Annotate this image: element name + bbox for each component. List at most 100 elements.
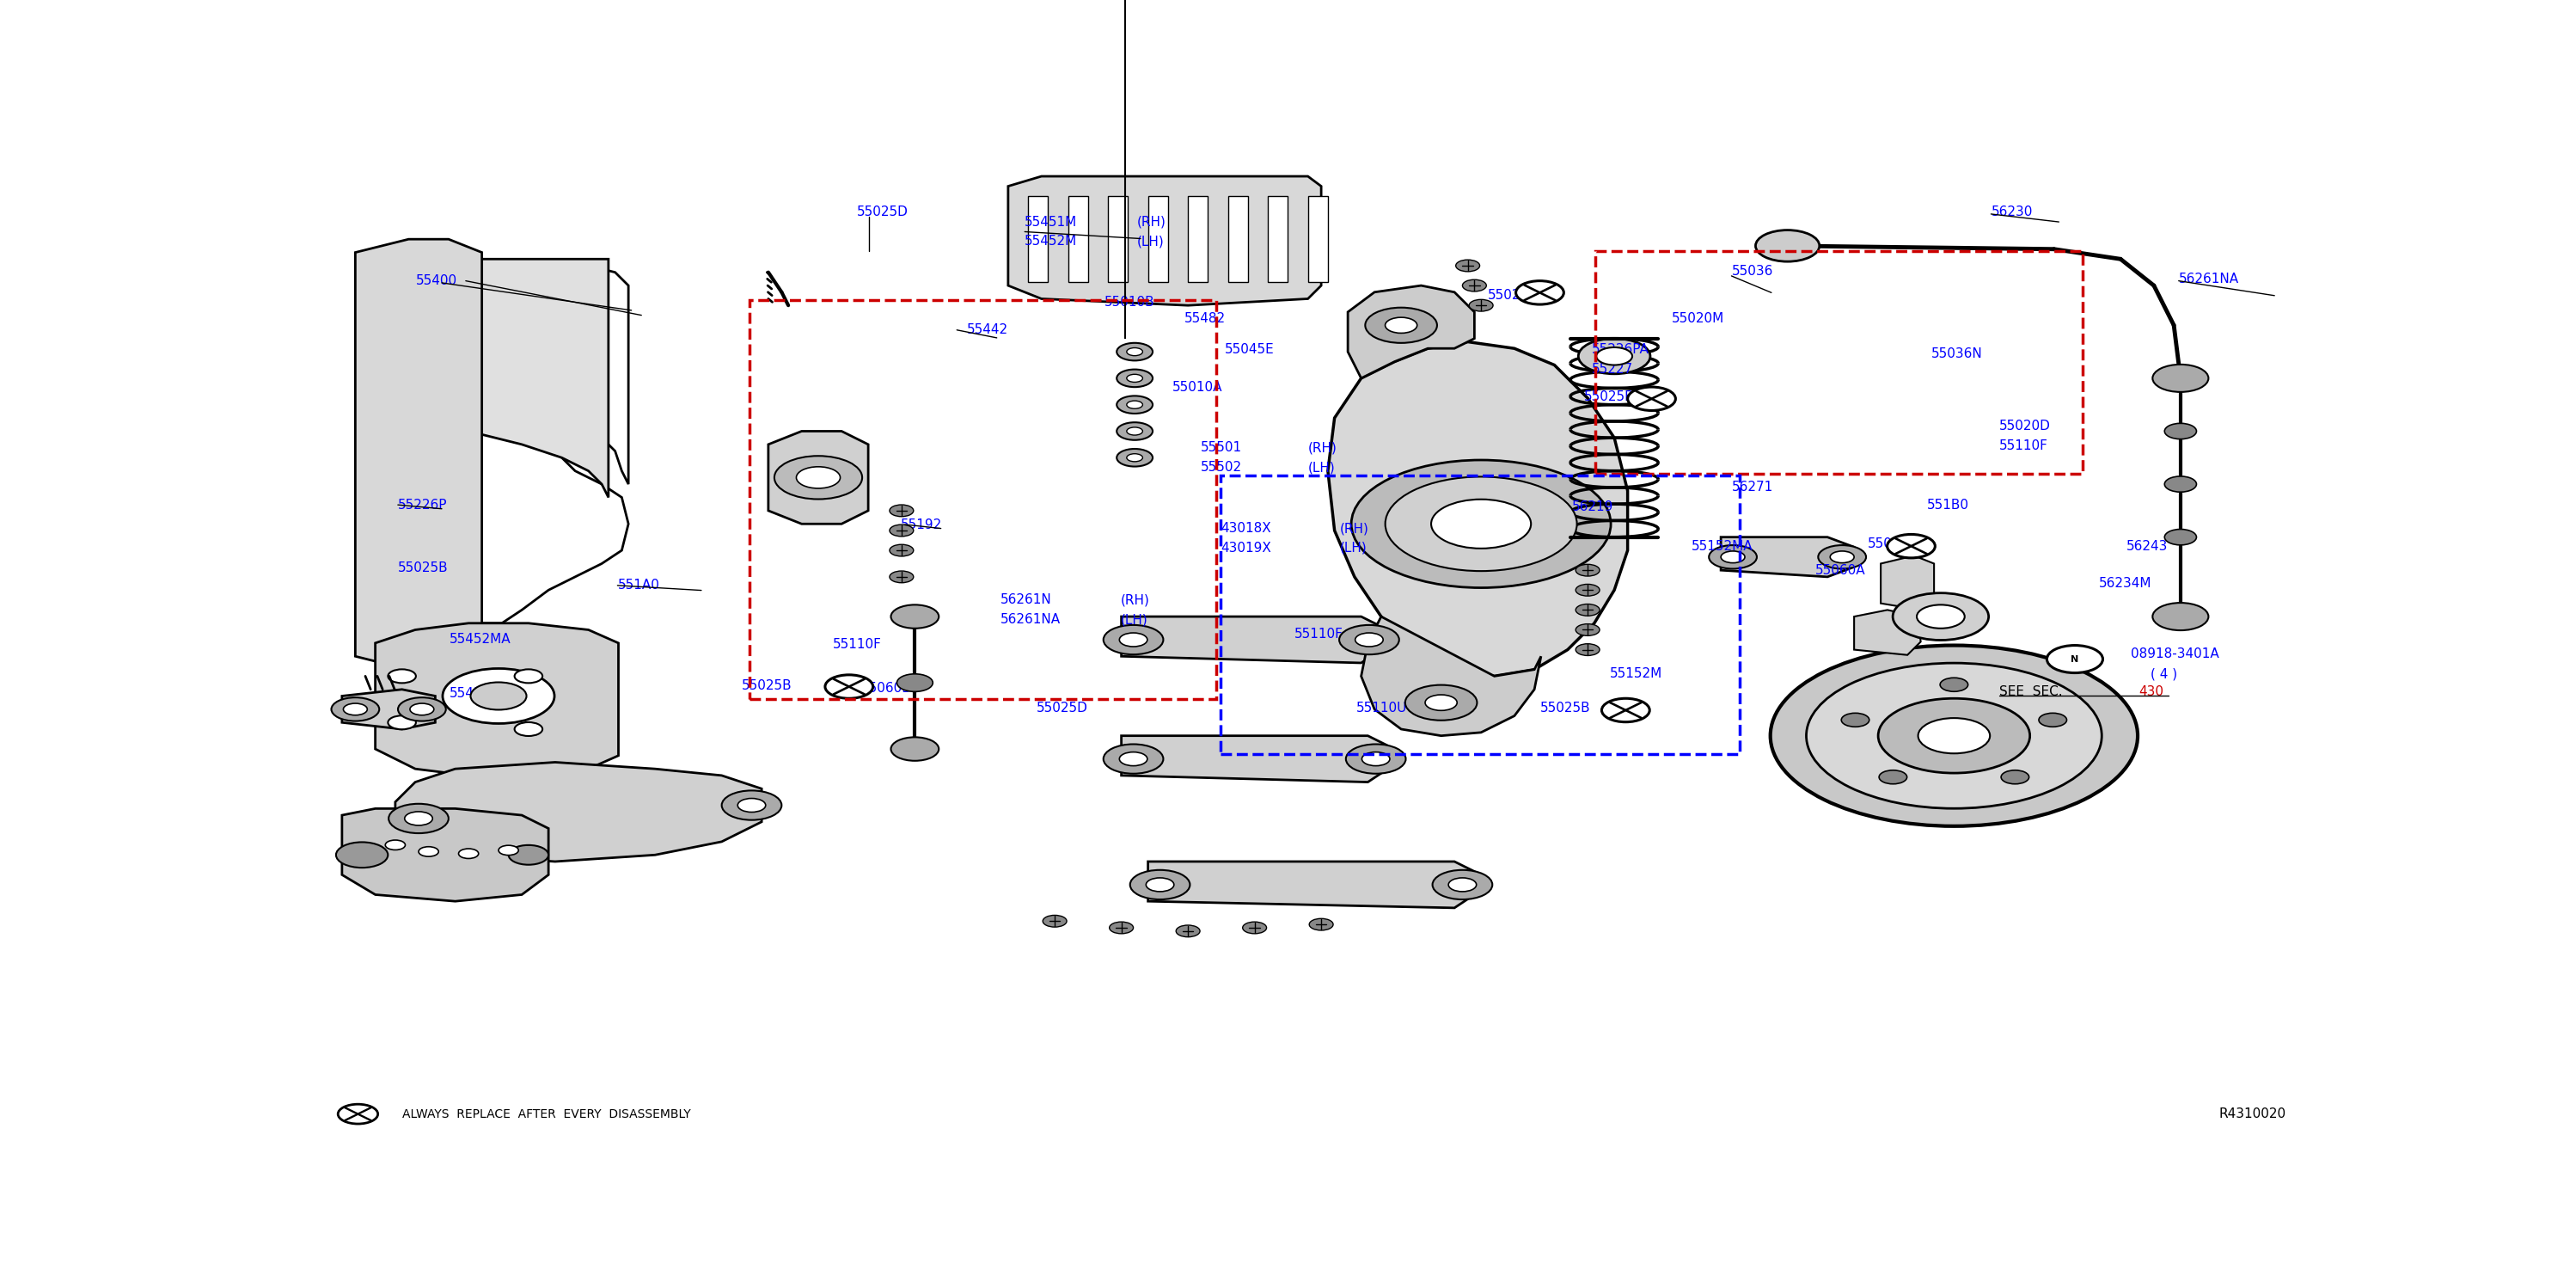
Text: 56230: 56230 <box>1991 205 2032 218</box>
Polygon shape <box>355 253 629 656</box>
Circle shape <box>2164 424 2197 439</box>
Text: 56261N: 56261N <box>1002 593 1051 606</box>
Circle shape <box>1770 646 2138 826</box>
Circle shape <box>1893 593 1989 641</box>
Text: 55025D: 55025D <box>1036 702 1087 715</box>
Circle shape <box>443 669 554 723</box>
Bar <box>1267 197 1288 282</box>
Circle shape <box>889 505 914 517</box>
Circle shape <box>891 605 938 628</box>
Polygon shape <box>343 809 549 901</box>
Circle shape <box>1121 752 1146 766</box>
Circle shape <box>500 846 518 855</box>
Circle shape <box>1131 870 1190 900</box>
Text: N: N <box>2071 655 2079 664</box>
Text: 55152MA: 55152MA <box>1692 540 1754 553</box>
Polygon shape <box>1121 736 1388 782</box>
Text: 55501: 55501 <box>1200 441 1242 454</box>
Circle shape <box>332 698 379 721</box>
Polygon shape <box>1721 537 1855 577</box>
Circle shape <box>1577 604 1600 616</box>
Text: 55025B: 55025B <box>1584 390 1633 403</box>
Polygon shape <box>1007 176 1321 305</box>
Circle shape <box>1432 870 1492 900</box>
Polygon shape <box>376 623 618 776</box>
Text: 55025B: 55025B <box>742 679 791 692</box>
Text: 08918-3401A: 08918-3401A <box>2130 648 2218 661</box>
Text: (RH): (RH) <box>1340 522 1370 535</box>
Circle shape <box>515 722 544 736</box>
Circle shape <box>1577 624 1600 635</box>
Text: 55110F: 55110F <box>1999 439 2048 453</box>
Circle shape <box>471 683 526 709</box>
Circle shape <box>2164 476 2197 493</box>
Circle shape <box>775 456 863 499</box>
Circle shape <box>1043 915 1066 928</box>
Text: 55020D: 55020D <box>1999 420 2050 433</box>
Polygon shape <box>1360 616 1540 736</box>
Text: 55227: 55227 <box>1592 362 1633 375</box>
Polygon shape <box>1347 286 1473 378</box>
Circle shape <box>1819 545 1865 569</box>
Text: 43018X: 43018X <box>1221 522 1270 535</box>
Circle shape <box>1309 919 1334 930</box>
Circle shape <box>1577 644 1600 656</box>
Circle shape <box>515 670 544 683</box>
Circle shape <box>2048 646 2102 672</box>
Text: 55025B: 55025B <box>397 561 448 574</box>
Circle shape <box>1917 605 1965 628</box>
Circle shape <box>1340 625 1399 655</box>
Text: (LH): (LH) <box>1340 541 1368 555</box>
Text: 55502: 55502 <box>1200 461 1242 473</box>
Circle shape <box>1345 744 1406 773</box>
Bar <box>1108 197 1128 282</box>
Circle shape <box>1448 878 1476 892</box>
Circle shape <box>459 849 479 859</box>
Polygon shape <box>1121 616 1381 664</box>
Text: 55036: 55036 <box>1731 264 1772 277</box>
Circle shape <box>337 1104 379 1124</box>
Circle shape <box>507 845 549 865</box>
Circle shape <box>404 812 433 826</box>
Text: 55152M: 55152M <box>1610 667 1662 680</box>
Circle shape <box>891 738 938 760</box>
Text: 55025B: 55025B <box>1540 702 1589 715</box>
Circle shape <box>1363 752 1391 766</box>
Circle shape <box>2154 365 2208 392</box>
Text: (LH): (LH) <box>1309 461 1334 473</box>
Circle shape <box>1919 718 1991 753</box>
Polygon shape <box>1880 555 1935 610</box>
Circle shape <box>1365 308 1437 343</box>
Text: 55452M: 55452M <box>1025 235 1077 248</box>
Text: 55020M: 55020M <box>1672 311 1723 324</box>
Text: SEE  SEC.: SEE SEC. <box>1999 685 2063 698</box>
Circle shape <box>1118 396 1151 413</box>
Circle shape <box>1126 401 1144 408</box>
Circle shape <box>1146 878 1175 892</box>
Circle shape <box>1888 535 1935 558</box>
Text: (RH): (RH) <box>1121 593 1149 606</box>
Text: 55025BA: 55025BA <box>1489 290 1548 302</box>
Circle shape <box>1455 260 1479 272</box>
Bar <box>1069 197 1087 282</box>
Polygon shape <box>1149 861 1473 909</box>
Circle shape <box>410 703 433 715</box>
Circle shape <box>386 840 404 850</box>
Circle shape <box>1110 921 1133 934</box>
Text: 56219: 56219 <box>1571 500 1613 513</box>
Circle shape <box>2038 713 2066 727</box>
Circle shape <box>1126 374 1144 382</box>
Circle shape <box>1708 545 1757 569</box>
Text: 55400: 55400 <box>415 274 456 287</box>
Circle shape <box>1628 387 1674 411</box>
Text: 55442: 55442 <box>966 324 1007 337</box>
Circle shape <box>1103 625 1164 655</box>
Text: 55452MA: 55452MA <box>451 633 510 646</box>
Circle shape <box>1463 279 1486 291</box>
Text: 43019X: 43019X <box>1221 541 1270 555</box>
Circle shape <box>1721 551 1744 563</box>
Circle shape <box>1126 348 1144 356</box>
Circle shape <box>343 703 368 715</box>
Text: 55482: 55482 <box>1185 311 1226 324</box>
Polygon shape <box>343 689 435 729</box>
